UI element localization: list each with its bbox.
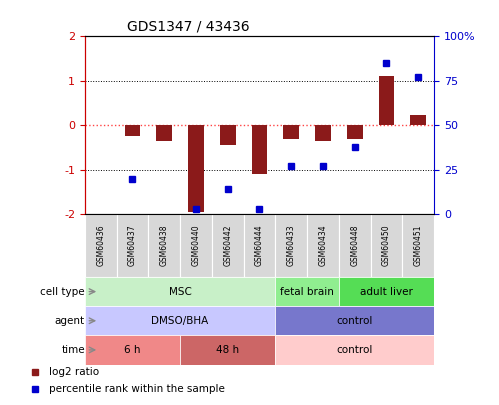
Bar xyxy=(339,214,371,277)
Bar xyxy=(125,125,140,136)
Bar xyxy=(347,125,363,139)
Text: GSM60450: GSM60450 xyxy=(382,225,391,266)
Text: DMSO/BHA: DMSO/BHA xyxy=(152,316,209,326)
Bar xyxy=(117,214,148,277)
Text: GSM60437: GSM60437 xyxy=(128,225,137,266)
Bar xyxy=(275,277,339,306)
Bar xyxy=(220,125,236,145)
Text: fetal brain: fetal brain xyxy=(280,287,334,296)
Text: adult liver: adult liver xyxy=(360,287,413,296)
Bar xyxy=(315,125,331,141)
Text: GSM60440: GSM60440 xyxy=(192,225,201,266)
Text: agent: agent xyxy=(55,316,85,326)
Text: control: control xyxy=(336,345,373,355)
Bar xyxy=(85,335,180,364)
Bar xyxy=(339,277,434,306)
Bar xyxy=(188,125,204,212)
Text: log2 ratio: log2 ratio xyxy=(49,367,100,377)
Text: 6 h: 6 h xyxy=(124,345,141,355)
Bar xyxy=(402,214,434,277)
Bar xyxy=(275,306,434,335)
Bar xyxy=(156,125,172,141)
Bar xyxy=(180,335,275,364)
Text: GSM60444: GSM60444 xyxy=(255,225,264,266)
Text: GDS1347 / 43436: GDS1347 / 43436 xyxy=(127,19,250,34)
Bar xyxy=(148,214,180,277)
Text: cell type: cell type xyxy=(40,287,85,296)
Bar xyxy=(180,214,212,277)
Bar xyxy=(275,335,434,364)
Bar xyxy=(85,277,275,306)
Text: GSM60442: GSM60442 xyxy=(223,225,232,266)
Bar xyxy=(371,214,402,277)
Bar xyxy=(379,76,394,125)
Text: GSM60433: GSM60433 xyxy=(287,225,296,266)
Bar xyxy=(85,214,117,277)
Bar xyxy=(283,125,299,139)
Bar xyxy=(212,214,244,277)
Text: GSM60434: GSM60434 xyxy=(318,225,327,266)
Text: 48 h: 48 h xyxy=(216,345,240,355)
Bar xyxy=(85,306,275,335)
Text: GSM60448: GSM60448 xyxy=(350,225,359,266)
Text: MSC: MSC xyxy=(169,287,192,296)
Text: control: control xyxy=(336,316,373,326)
Bar xyxy=(307,214,339,277)
Bar xyxy=(251,125,267,174)
Text: time: time xyxy=(61,345,85,355)
Text: GSM60436: GSM60436 xyxy=(96,225,105,266)
Bar xyxy=(244,214,275,277)
Text: percentile rank within the sample: percentile rank within the sample xyxy=(49,384,226,394)
Text: GSM60438: GSM60438 xyxy=(160,225,169,266)
Text: GSM60451: GSM60451 xyxy=(414,225,423,266)
Bar xyxy=(275,214,307,277)
Bar xyxy=(410,115,426,125)
